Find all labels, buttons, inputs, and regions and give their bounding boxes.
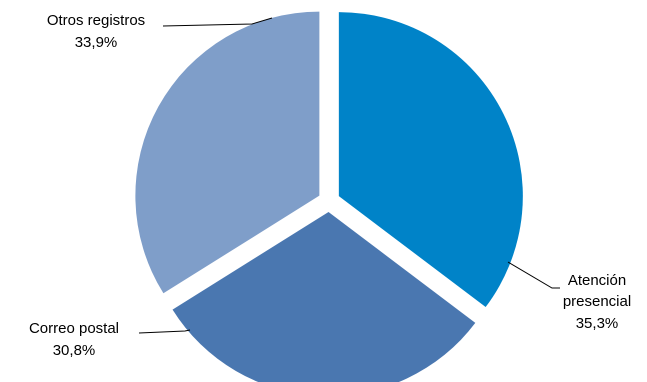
slice-atencion-presencial — [338, 12, 523, 308]
slice-label-correo-value: 30,8% — [53, 342, 96, 359]
leader-line-otros — [162, 17, 273, 27]
leader-line-correo — [138, 329, 191, 334]
slice-label-atencion-name-2: presencial — [563, 293, 631, 310]
slice-label-otros-value: 33,9% — [75, 34, 118, 51]
slice-label-atencion-name-1: Atención — [568, 272, 626, 289]
slice-label-otros-name: Otros registros — [47, 12, 145, 29]
leader-line-atencion — [507, 261, 560, 289]
pie-slices — [135, 11, 523, 382]
slice-correo-postal — [172, 211, 476, 382]
slice-label-atencion-value: 35,3% — [576, 315, 619, 332]
slice-label-correo-name: Correo postal — [29, 320, 119, 337]
slice-otros-registros — [135, 11, 320, 294]
